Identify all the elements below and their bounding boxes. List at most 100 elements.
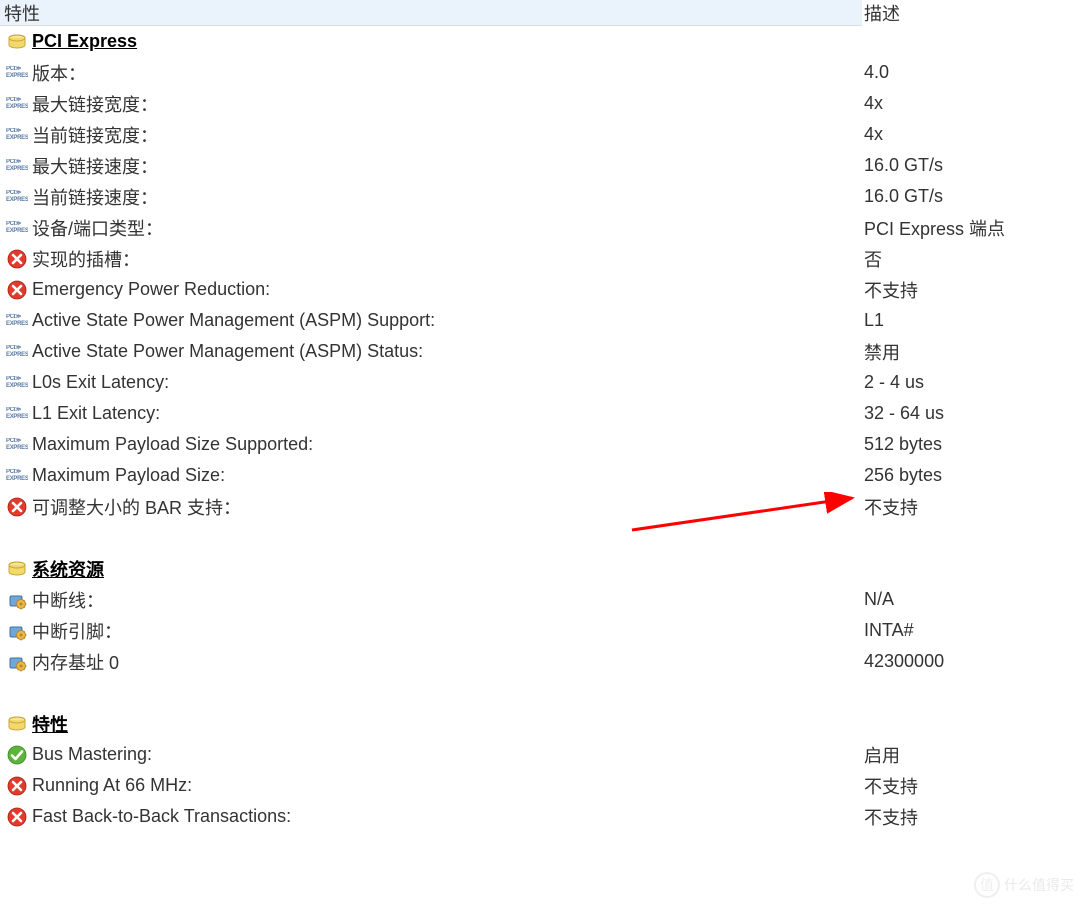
property-list: PCI Express版本：4.0最大链接宽度：4x当前链接宽度：4x最大链接速…	[0, 26, 1080, 832]
property-row[interactable]: 中断线：N/A	[0, 584, 1080, 615]
green-check-icon	[7, 745, 27, 765]
row-icon-cell	[4, 280, 30, 300]
row-icon-cell	[4, 128, 30, 142]
watermark: 值 什么值得买	[974, 872, 1074, 898]
row-label: Bus Mastering:	[30, 744, 862, 765]
row-icon-cell	[4, 590, 30, 610]
property-row[interactable]: L0s Exit Latency:2 - 4 us	[0, 367, 1080, 398]
property-row[interactable]: Active State Power Management (ASPM) Sta…	[0, 336, 1080, 367]
row-icon-cell	[4, 249, 30, 269]
row-label: 实现的插槽：	[30, 246, 862, 272]
row-value: 4x	[862, 124, 1080, 145]
row-label: Maximum Payload Size:	[30, 465, 862, 486]
row-label: Fast Back-to-Back Transactions:	[30, 806, 862, 827]
property-row[interactable]: 中断引脚：INTA#	[0, 615, 1080, 646]
row-icon-cell	[4, 159, 30, 173]
section-title: PCI Express	[30, 31, 862, 52]
row-icon-cell	[4, 221, 30, 235]
row-icon-cell	[4, 497, 30, 517]
disk-stack-icon	[7, 32, 27, 52]
row-label: L1 Exit Latency:	[30, 403, 862, 424]
section-icon-cell	[4, 32, 30, 52]
row-value: INTA#	[862, 620, 1080, 641]
row-label: Running At 66 MHz:	[30, 775, 862, 796]
pci-express-icon	[6, 376, 28, 390]
table-header: 特性 描述	[0, 0, 1080, 26]
section-icon-cell	[4, 559, 30, 579]
row-value: 不支持	[862, 277, 1080, 303]
row-icon-cell	[4, 190, 30, 204]
pci-express-icon	[6, 66, 28, 80]
pci-express-icon	[6, 190, 28, 204]
red-x-icon	[7, 497, 27, 517]
row-label: 中断引脚：	[30, 618, 862, 644]
row-value: 4.0	[862, 62, 1080, 83]
pci-express-icon	[6, 128, 28, 142]
property-row[interactable]: 设备/端口类型：PCI Express 端点	[0, 212, 1080, 243]
spacer	[0, 677, 1080, 708]
section-features[interactable]: 特性	[0, 708, 1080, 739]
row-icon-cell	[4, 776, 30, 796]
disk-stack-icon	[7, 559, 27, 579]
row-value: N/A	[862, 589, 1080, 610]
row-value: 256 bytes	[862, 465, 1080, 486]
row-label: L0s Exit Latency:	[30, 372, 862, 393]
pci-express-icon	[6, 407, 28, 421]
property-row[interactable]: L1 Exit Latency:32 - 64 us	[0, 398, 1080, 429]
property-row[interactable]: 当前链接速度：16.0 GT/s	[0, 181, 1080, 212]
row-icon-cell	[4, 807, 30, 827]
property-row[interactable]: 版本：4.0	[0, 57, 1080, 88]
row-value: 不支持	[862, 773, 1080, 799]
pci-express-icon	[6, 97, 28, 111]
property-row[interactable]: Maximum Payload Size:256 bytes	[0, 460, 1080, 491]
row-label: 中断线：	[30, 587, 862, 613]
section-title: 系统资源	[30, 556, 862, 582]
property-row[interactable]: Maximum Payload Size Supported:512 bytes	[0, 429, 1080, 460]
row-label: 最大链接速度：	[30, 153, 862, 179]
row-value: 512 bytes	[862, 434, 1080, 455]
row-icon-cell	[4, 407, 30, 421]
gear-icon	[7, 652, 27, 672]
row-label: 当前链接宽度：	[30, 122, 862, 148]
property-row[interactable]: 实现的插槽：否	[0, 243, 1080, 274]
row-value: L1	[862, 310, 1080, 331]
row-icon-cell	[4, 314, 30, 328]
row-value: 16.0 GT/s	[862, 155, 1080, 176]
property-row[interactable]: Running At 66 MHz:不支持	[0, 770, 1080, 801]
property-row[interactable]: Fast Back-to-Back Transactions:不支持	[0, 801, 1080, 832]
row-label: 可调整大小的 BAR 支持：	[30, 494, 862, 520]
row-label: 版本：	[30, 60, 862, 86]
row-icon-cell	[4, 345, 30, 359]
pci-express-icon	[6, 221, 28, 235]
property-row[interactable]: 最大链接宽度：4x	[0, 88, 1080, 119]
row-value: 启用	[862, 742, 1080, 768]
row-value: 禁用	[862, 339, 1080, 365]
property-row[interactable]: Emergency Power Reduction:不支持	[0, 274, 1080, 305]
row-value: PCI Express 端点	[862, 215, 1080, 241]
header-col-description: 描述	[862, 0, 1080, 26]
property-row[interactable]: Bus Mastering:启用	[0, 739, 1080, 770]
gear-icon	[7, 590, 27, 610]
row-icon-cell	[4, 621, 30, 641]
section-pci-express[interactable]: PCI Express	[0, 26, 1080, 57]
property-row[interactable]: 内存基址 042300000	[0, 646, 1080, 677]
row-value: 4x	[862, 93, 1080, 114]
red-x-icon	[7, 807, 27, 827]
property-row[interactable]: 当前链接宽度：4x	[0, 119, 1080, 150]
pci-express-icon	[6, 345, 28, 359]
row-icon-cell	[4, 438, 30, 452]
row-value: 不支持	[862, 804, 1080, 830]
row-icon-cell	[4, 97, 30, 111]
row-value: 42300000	[862, 651, 1080, 672]
pci-express-icon	[6, 159, 28, 173]
property-row[interactable]: 可调整大小的 BAR 支持：不支持	[0, 491, 1080, 522]
watermark-badge-icon: 值	[974, 872, 1000, 898]
row-label: 内存基址 0	[30, 649, 862, 675]
property-row[interactable]: 最大链接速度：16.0 GT/s	[0, 150, 1080, 181]
row-icon-cell	[4, 745, 30, 765]
row-value: 不支持	[862, 494, 1080, 520]
section-title: 特性	[30, 711, 862, 737]
section-system-resources[interactable]: 系统资源	[0, 553, 1080, 584]
property-row[interactable]: Active State Power Management (ASPM) Sup…	[0, 305, 1080, 336]
row-value: 16.0 GT/s	[862, 186, 1080, 207]
